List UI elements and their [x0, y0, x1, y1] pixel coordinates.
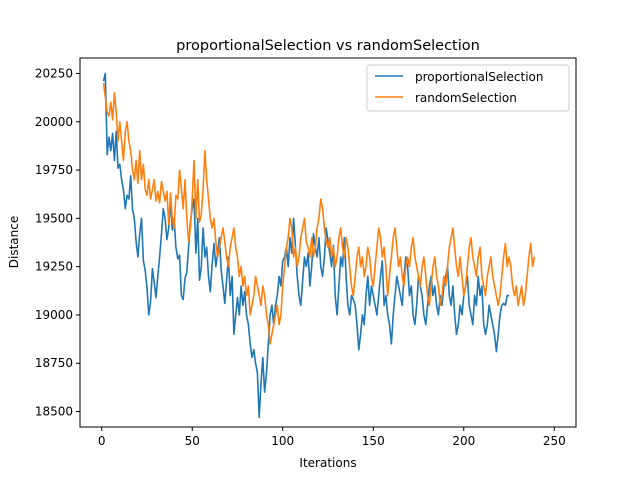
y-tick-label: 20250 — [35, 66, 73, 80]
x-axis-label: Iterations — [299, 456, 356, 470]
x-tick-label: 100 — [271, 434, 294, 448]
legend-box — [366, 64, 570, 112]
y-tick-label: 18500 — [35, 405, 73, 419]
legend: proportionalSelection randomSelection — [366, 64, 570, 112]
y-tick-label: 20000 — [35, 115, 73, 129]
y-tick-label: 19000 — [35, 308, 73, 322]
x-axis-ticks: 0 50 100 150 200 250 — [98, 427, 566, 448]
x-tick-label: 50 — [185, 434, 200, 448]
y-tick-label: 18750 — [35, 356, 73, 370]
legend-label-proportionalSelection: proportionalSelection — [415, 70, 544, 84]
x-tick-label: 150 — [362, 434, 385, 448]
y-tick-label: 19500 — [35, 211, 73, 225]
x-tick-label: 250 — [543, 434, 566, 448]
x-tick-label: 200 — [452, 434, 475, 448]
plot-area-frame — [79, 57, 577, 428]
y-tick-label: 19250 — [35, 260, 73, 274]
chart-title: proportionalSelection vs randomSelection — [176, 38, 480, 54]
y-axis-label: Distance — [7, 216, 21, 268]
series-line-randomSelection — [102, 82, 536, 345]
y-tick-label: 19750 — [35, 163, 73, 177]
plot-lines — [102, 72, 536, 419]
y-axis-ticks: 18500 18750 19000 19250 19500 19750 20000 20250 — [35, 66, 80, 419]
legend-label-randomSelection: randomSelection — [415, 91, 517, 105]
series-line-proportionalSelection — [102, 72, 509, 419]
x-tick-label: 0 — [98, 434, 106, 448]
